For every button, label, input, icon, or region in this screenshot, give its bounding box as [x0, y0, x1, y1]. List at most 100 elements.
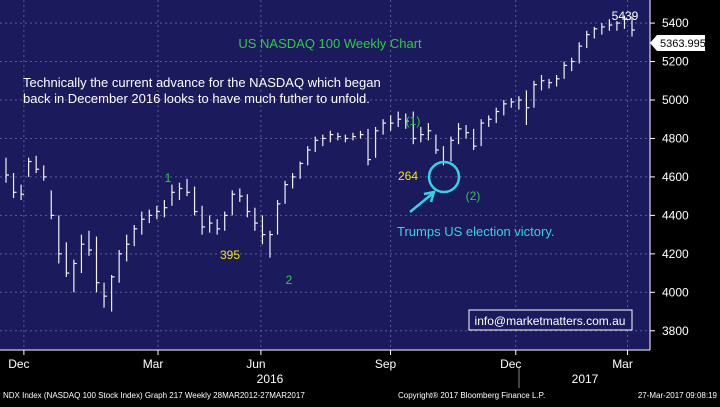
ohlc-bar [284, 180, 289, 204]
ohlc-bar [299, 161, 304, 179]
ohlc-bar [246, 194, 251, 218]
ohlc-bar [193, 186, 198, 216]
x-tick-label: Jun [246, 357, 265, 371]
ohlc-bar [374, 126, 379, 158]
ohlc-bar [171, 184, 175, 206]
points-label-264: 264 [398, 169, 418, 183]
ohlc-bar [239, 188, 243, 202]
ohlc-bar [163, 200, 168, 218]
ohlc-bar [126, 234, 130, 262]
ohlc-bar [178, 182, 183, 200]
ohlc-bar [397, 111, 402, 127]
commentary-line-1: Technically the current advance for the … [23, 75, 381, 90]
ohlc-bar [141, 211, 145, 235]
last-price-marker: 5363.9956 [650, 35, 712, 51]
ohlc-bar [359, 130, 364, 139]
ohlc-bar [420, 126, 424, 143]
wave-label-paren-2: (2) [466, 189, 481, 203]
ohlc-bar [269, 230, 273, 258]
election-label: Trumps US election victory. [397, 224, 555, 239]
ohlc-bar [292, 173, 296, 189]
ohlc-bar [608, 19, 613, 31]
election-arrow-shaft [409, 193, 433, 213]
ohlc-bar [95, 236, 100, 293]
ohlc-bar [103, 282, 108, 308]
election-arrow-head [423, 190, 436, 203]
footer-left: NDX Index (NASDAQ 100 Stock Index) Graph… [3, 391, 305, 400]
price-bars [5, 15, 635, 312]
ohlc-bar [80, 234, 85, 274]
ohlc-bar [118, 250, 123, 283]
ohlc-bar [337, 132, 341, 141]
y-tick-label: 4800 [662, 131, 689, 145]
ohlc-bar [540, 75, 545, 91]
ohlc-bar [5, 157, 9, 183]
wave-label-1: 1 [165, 171, 172, 185]
points-label-395: 395 [220, 248, 240, 262]
ohlc-bar [450, 136, 454, 162]
ohlc-bar [20, 184, 25, 200]
x-tick-label: Mar [143, 357, 164, 371]
chart-title: US NASDAQ 100 Weekly Chart [238, 36, 422, 51]
ohlc-bar [616, 21, 620, 31]
x-axis: Dec Mar Jun Sep Dec Mar [8, 350, 633, 371]
website-box [468, 309, 633, 331]
ohlc-bar [133, 225, 138, 247]
y-axis: 3800 4000 4200 4400 4600 4800 5000 5200 5400 [650, 16, 689, 338]
y-tick-label: 4000 [662, 285, 689, 299]
ohlc-bar [352, 132, 356, 141]
ohlc-bar [510, 98, 515, 108]
ohlc-bar [43, 165, 47, 181]
y-tick-label: 5400 [662, 16, 689, 30]
ohlc-bar [65, 242, 70, 277]
ohlc-bar [73, 259, 77, 293]
ohlc-bar [593, 26, 598, 39]
footer-center: Copyright® 2017 Bloomberg Finance L.P. [398, 391, 545, 400]
ohlc-bar [473, 128, 477, 150]
ohlc-bar [201, 205, 206, 235]
ohlc-bar [322, 134, 326, 147]
ohlc-bar [571, 57, 575, 72]
ohlc-bar [307, 146, 311, 166]
ohlc-bar [35, 155, 40, 174]
ohlc-bar [495, 107, 500, 124]
last-price-label: 5363.9956 [660, 38, 712, 50]
ohlc-bar [518, 96, 522, 110]
wave-label-paren-1: (1) [406, 114, 421, 128]
y-tick-label: 5200 [662, 55, 689, 69]
ohlc-bar [578, 42, 583, 64]
ohlc-bar [367, 128, 372, 166]
ohlc-bar [329, 130, 334, 143]
year-label-2017: 2017 [572, 372, 599, 386]
ohlc-bar [88, 230, 92, 256]
ohlc-bar [12, 173, 17, 199]
year-label-2016: 2016 [257, 372, 284, 386]
ohlc-bar [427, 123, 432, 141]
website-link[interactable]: info@marketmatters.com.au [475, 314, 626, 328]
ohlc-bar [344, 134, 349, 143]
ohlc-bar [601, 23, 605, 35]
ohlc-bar [631, 16, 635, 37]
ohlc-bar [209, 215, 213, 233]
ohlc-bar [254, 207, 258, 231]
ohlc-bar [58, 215, 62, 264]
y-tick-label: 5000 [662, 93, 689, 107]
ohlc-bar [28, 157, 32, 177]
ohlc-bar [555, 75, 560, 87]
ohlc-bar [525, 90, 530, 125]
x-tick-label: Sep [375, 357, 397, 371]
y-tick-label: 4600 [662, 170, 689, 184]
ohlc-bar [390, 115, 394, 131]
ohlc-bar [231, 190, 236, 216]
wave-label-2: 2 [286, 273, 293, 287]
ohlc-bar [224, 211, 228, 231]
ohlc-bar [533, 80, 537, 108]
election-circle [427, 160, 461, 194]
ohlc-bar [412, 111, 417, 145]
ohlc-bar [261, 215, 266, 245]
y-tick-label: 3800 [662, 324, 689, 338]
x-tick-label: Dec [8, 357, 29, 371]
ohlc-bar [563, 61, 568, 79]
ohlc-bar [623, 15, 628, 29]
